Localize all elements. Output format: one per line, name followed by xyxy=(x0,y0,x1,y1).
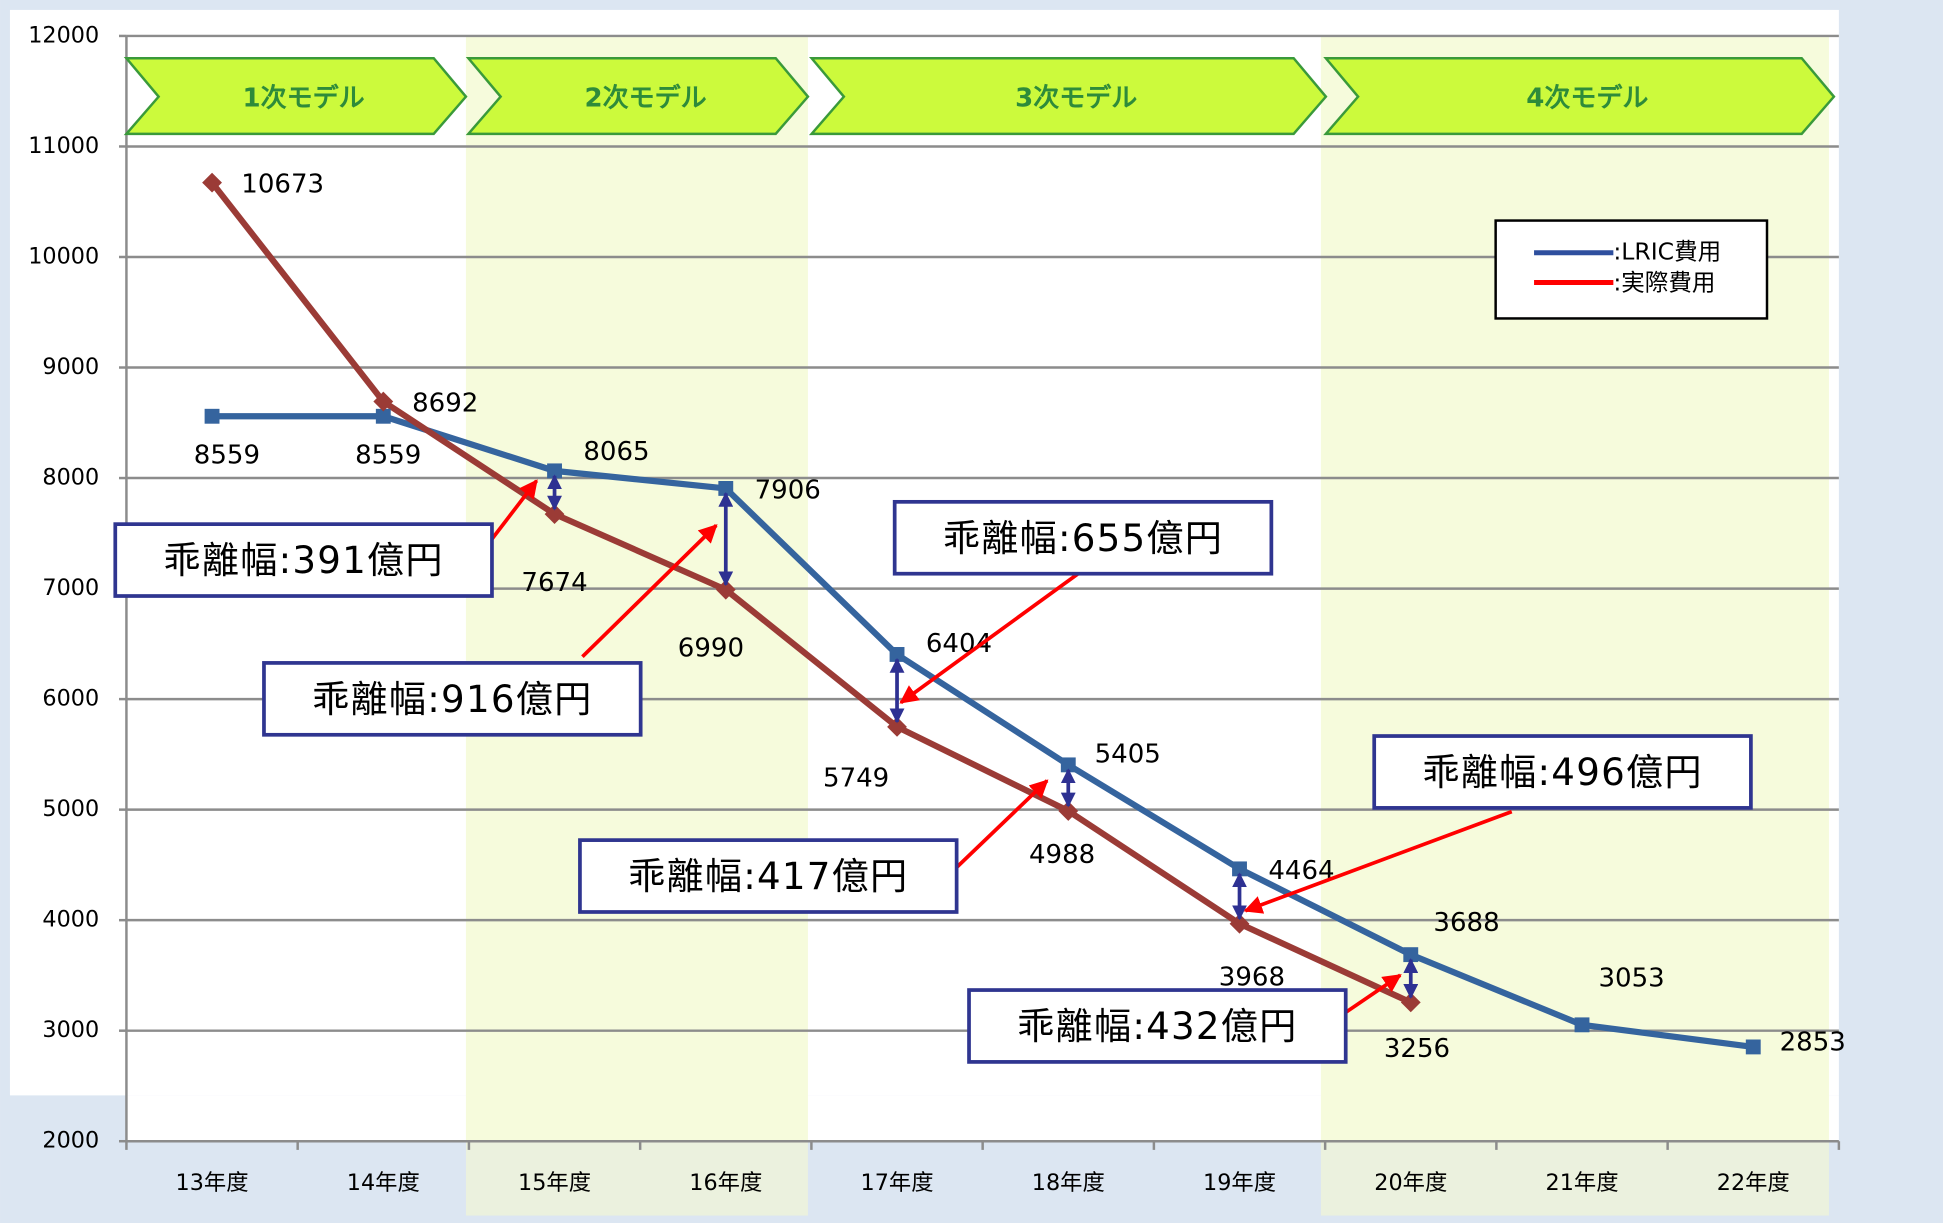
x-tick-label: 22年度 xyxy=(1717,1170,1790,1196)
data-label: 3688 xyxy=(1433,908,1499,938)
phase-arrow xyxy=(808,56,1328,136)
y-tick-label: 6000 xyxy=(42,686,99,712)
marker xyxy=(202,172,222,193)
phases: 1次モデル 2次モデル 3次モデル 4次モデル xyxy=(123,56,1836,136)
legend-label: :実際費用 xyxy=(1613,268,1715,296)
data-label: 7906 xyxy=(755,475,821,505)
data-label: 7674 xyxy=(521,568,587,598)
x-tick-label: 14年度 xyxy=(347,1170,420,1196)
marker xyxy=(375,408,391,424)
marker xyxy=(1745,1039,1761,1055)
annotation: 乖離幅:432億円 xyxy=(1017,1004,1297,1048)
annotation-box xyxy=(967,988,1348,1064)
phase-arrow xyxy=(1323,56,1836,136)
marker xyxy=(1574,1017,1590,1033)
x-tick-label: 15年度 xyxy=(518,1170,591,1196)
x-tick-label: 17年度 xyxy=(861,1170,934,1196)
data-label: 5749 xyxy=(823,763,889,793)
y-tick-label: 8000 xyxy=(42,465,99,491)
y-tick-label: 11000 xyxy=(28,133,99,159)
phase-label: 4次モデル xyxy=(1526,83,1648,114)
x-tick-label: 16年度 xyxy=(689,1170,762,1196)
data-label: 8559 xyxy=(355,440,421,470)
y-tick-label: 9000 xyxy=(42,354,99,380)
annotation-box xyxy=(113,522,494,598)
marker xyxy=(373,391,394,412)
series-line xyxy=(209,180,1413,1006)
data-label: 3256 xyxy=(1384,1034,1450,1064)
callout-arrow xyxy=(1344,973,1402,1014)
y-tick-label: 3000 xyxy=(42,1017,99,1043)
legend-label: :LRIC費用 xyxy=(1613,237,1721,265)
annotation-box xyxy=(1372,734,1753,810)
annotation-box xyxy=(892,499,1274,576)
y-tick-label: 12000 xyxy=(28,22,99,48)
callout-arrow xyxy=(955,779,1049,869)
data-label: 4988 xyxy=(1029,840,1095,870)
data-label: 8559 xyxy=(194,440,260,470)
marker xyxy=(204,408,220,424)
phase-band xyxy=(1320,1141,1829,1216)
annotation-box xyxy=(262,661,643,737)
annotation: 乖離幅:916億円 xyxy=(312,677,592,721)
x-tick-label: 13年度 xyxy=(176,1170,249,1196)
data-label: 5405 xyxy=(1095,739,1161,769)
grid: 2000 3000 4000 5000 6000 7000 8000 9000 10000 110… xyxy=(28,22,1841,1196)
legend-box xyxy=(1494,219,1769,320)
x-tick-label: 21年度 xyxy=(1546,1170,1619,1196)
y-tick-label: 7000 xyxy=(42,575,99,601)
x-tick-label: 19年度 xyxy=(1203,1170,1276,1196)
annotation: 乖離幅:417億円 xyxy=(628,854,908,898)
data-label: 8692 xyxy=(412,389,478,419)
callout-arrow xyxy=(899,572,1080,705)
phase-arrow xyxy=(123,56,468,136)
annotation: 乖離幅:391億円 xyxy=(163,538,443,582)
data-label: 6990 xyxy=(678,634,744,664)
data-label: 2853 xyxy=(1780,1028,1846,1058)
phase-band xyxy=(465,1141,808,1216)
data-label: 10673 xyxy=(241,170,324,200)
lines: 8559 8559 80657906640454054464368830532853… xyxy=(194,170,1846,1064)
phase-arrow xyxy=(465,56,810,136)
annotation: 乖離幅:496億円 xyxy=(1422,750,1702,794)
phase-label: 3次モデル xyxy=(1015,83,1137,114)
callout-arrow xyxy=(581,524,718,659)
annotations: 乖離幅:391億円乖離幅:916億円乖離幅:655億円乖離幅:417億円乖離幅:… xyxy=(113,474,1753,1064)
callout-arrow xyxy=(1243,809,1513,914)
y-tick-label: 10000 xyxy=(28,243,99,269)
y-tick-label: 5000 xyxy=(42,796,99,822)
data-label: 3968 xyxy=(1219,963,1285,993)
phase-label: 2次モデル xyxy=(585,83,707,114)
annotation: 乖離幅:655億円 xyxy=(943,516,1223,560)
y-tick-label: 2000 xyxy=(42,1128,99,1154)
data-label: 8065 xyxy=(583,437,649,467)
y-tick-label: 4000 xyxy=(42,907,99,933)
callout-arrow xyxy=(490,479,539,541)
annotation-box xyxy=(578,838,959,914)
phase-label: 1次モデル xyxy=(243,83,365,114)
legend: :LRIC費用 :実際費用 xyxy=(1494,219,1769,320)
data-label: 3053 xyxy=(1598,963,1664,993)
x-tick-label: 18年度 xyxy=(1032,1170,1105,1196)
x-tick-label: 20年度 xyxy=(1374,1170,1447,1196)
series-line xyxy=(212,413,1754,1051)
